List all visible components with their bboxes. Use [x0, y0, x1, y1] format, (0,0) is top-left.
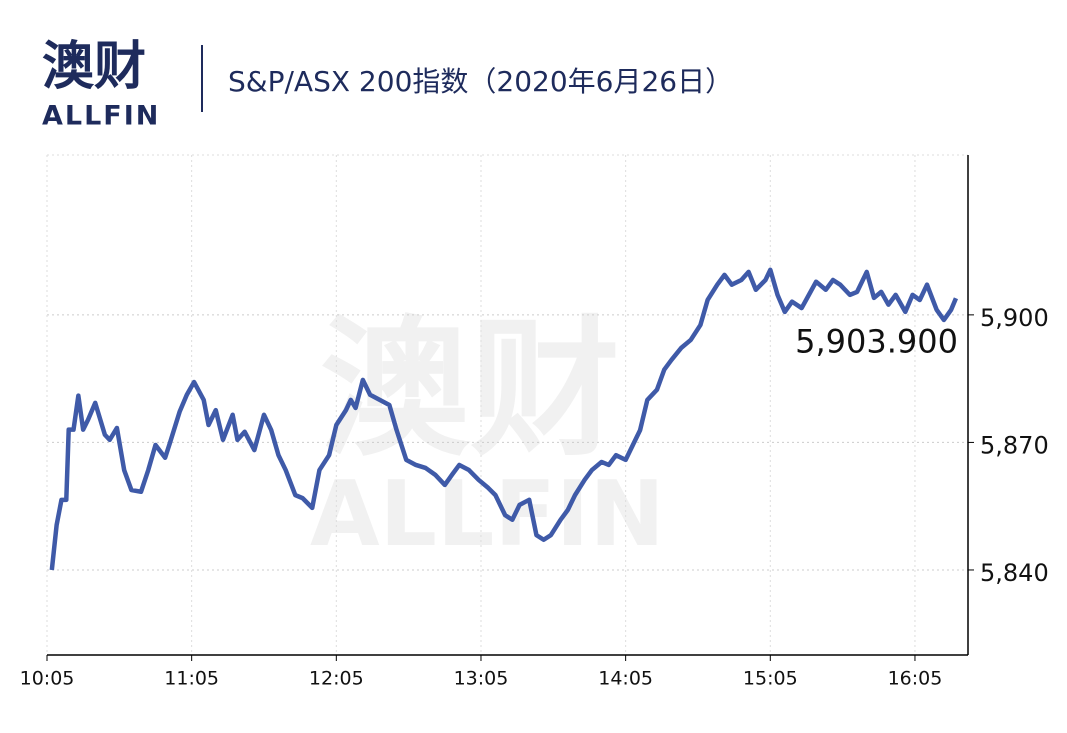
x-tick-label: 11:05 [164, 668, 219, 690]
watermark: ALLFIN [310, 462, 665, 567]
logo-en: ALLFIN [42, 101, 160, 132]
x-tick-label: 10:05 [20, 668, 75, 690]
line-series [49, 267, 959, 571]
y-tick-label: 5,870 [980, 431, 1049, 459]
logo-cn: 澳财 [42, 37, 146, 97]
watermark: 澳财 [320, 303, 620, 477]
chart-title: S&P/ASX 200指数（2020年6月26日） [228, 65, 733, 98]
x-tick-label: 14:05 [598, 668, 653, 690]
y-tick-label: 5,840 [980, 559, 1049, 587]
x-tick-label: 12:05 [309, 668, 364, 690]
x-tick-label: 16:05 [888, 668, 943, 690]
annotation: 5,903.900 [795, 322, 958, 360]
y-tick-label: 5,900 [980, 304, 1049, 332]
x-tick-label: 13:05 [454, 668, 509, 690]
x-tick-label: 15:05 [743, 668, 798, 690]
